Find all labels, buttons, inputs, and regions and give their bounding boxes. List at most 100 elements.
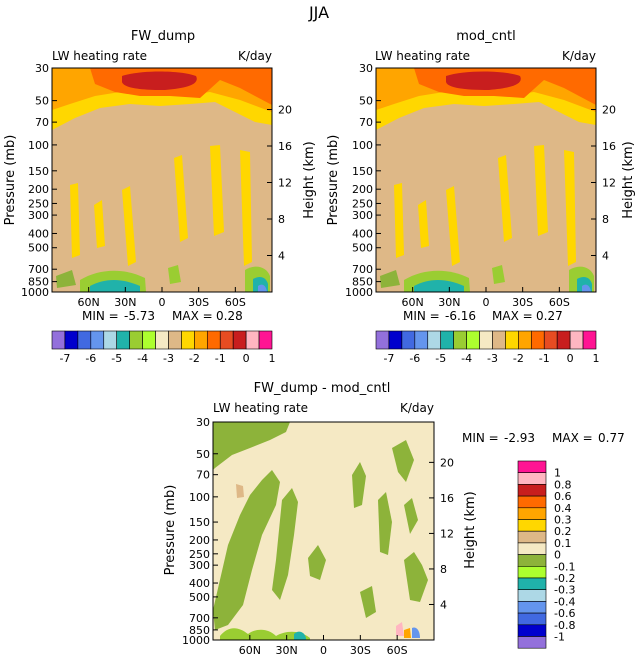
latitude-tick-label: 0	[159, 296, 166, 309]
pressure-tick-label: 300	[352, 209, 373, 222]
contour-fill-yellow-blob	[70, 183, 80, 258]
pressure-tick-label: 500	[28, 242, 49, 255]
colorbar: 10.80.60.40.30.20.10-0.1-0.2-0.3-0.4-0.6…	[517, 460, 575, 649]
min-label: MIN =	[82, 309, 119, 323]
stats: MIN = -5.73 MAX = 0.28	[82, 309, 243, 323]
latitude-tick-label: 30S	[188, 296, 209, 309]
contour-fill-green	[404, 552, 428, 602]
contour-fill-blue	[582, 284, 591, 292]
contour-fill-cyan	[414, 280, 464, 292]
colorbar-swatch	[116, 330, 130, 350]
colorbar-swatch	[168, 330, 182, 350]
contour-fill-bottom-blue	[412, 627, 420, 638]
colorbar-label: -1	[215, 352, 226, 365]
pressure-tick-label: 70	[35, 116, 49, 129]
pressure-tick-label: 150	[28, 165, 49, 178]
contour-fill-bottom-pink	[396, 622, 404, 636]
pressure-tick-label: 700	[189, 612, 210, 625]
colorbar-swatch	[479, 330, 493, 350]
colorbar-label: -0.1	[554, 560, 575, 573]
contour-fill-green	[213, 422, 290, 470]
pressure-tick-label: 50	[359, 95, 373, 108]
colorbar-swatch	[517, 601, 547, 614]
height-axis: 4 8 12 16 20	[429, 456, 454, 611]
pressure-tick-label: 200	[352, 183, 373, 196]
panel-difference: FW_dump - mod_cntl LW heating rate K/day…	[163, 381, 625, 657]
height-tick-label: 12	[602, 176, 616, 189]
contour-fill-crimson	[122, 71, 197, 90]
height-tick-label: 4	[440, 598, 447, 611]
right-axis-label: Height (km)	[302, 141, 317, 218]
pressure-tick-label: 50	[35, 95, 49, 108]
colorbar-label: 0.6	[554, 490, 572, 503]
colorbar-swatch	[129, 330, 143, 350]
min-value: -6.16	[445, 309, 476, 323]
panel-title: FW_dump	[131, 29, 195, 44]
pressure-tick-label: 400	[352, 227, 373, 240]
latitude-tick-label: 0	[320, 644, 327, 657]
latitude-tick-label: 60S	[225, 296, 246, 309]
colorbar-label: 0.1	[554, 537, 572, 550]
colorbar-swatch	[142, 330, 156, 350]
latitude-axis: 60N 30N 0 30S 60S	[239, 635, 408, 657]
contour-fill-yellow-blob	[210, 145, 224, 236]
min-value: -5.73	[124, 309, 155, 323]
contour-fill-yellow-blob	[94, 200, 105, 248]
pressure-tick-label: 150	[189, 516, 210, 529]
contour-fill-tan	[236, 484, 244, 498]
colorbar-label: -6	[409, 352, 420, 365]
contour-field	[213, 422, 434, 640]
contour-fill-blue	[258, 284, 267, 292]
colorbar-swatch	[517, 624, 547, 637]
height-tick-label: 20	[440, 456, 454, 469]
height-tick-label: 8	[602, 213, 609, 226]
contour-fill-green	[404, 498, 418, 534]
colorbar-swatch	[517, 519, 547, 532]
colorbar-label: -0.6	[554, 607, 575, 620]
contour-fill-green	[213, 470, 280, 630]
colorbar-swatch	[517, 484, 547, 497]
pressure-tick-label: 700	[28, 263, 49, 276]
pressure-tick-label: 100	[352, 139, 373, 152]
colorbar-label: -4	[137, 352, 148, 365]
min-value: -2.93	[504, 431, 535, 445]
subtitle-left: LW heating rate	[213, 401, 308, 415]
colorbar-swatch	[517, 612, 547, 626]
colorbar-label: -0.8	[554, 619, 575, 632]
colorbar-swatch	[206, 330, 221, 350]
latitude-tick-label: 30S	[350, 644, 371, 657]
latitude-tick-label: 30N	[114, 296, 136, 309]
contour-fill-yellow-blob	[122, 186, 136, 266]
colorbar-label: -5	[435, 352, 446, 365]
colorbar-swatch	[517, 460, 547, 473]
subtitle-right: K/day	[562, 49, 596, 63]
contour-fill-yellow-blob	[418, 200, 429, 248]
contour-fill-green	[168, 265, 181, 284]
colorbar-swatch	[543, 330, 558, 350]
colorbar-label: -0.4	[554, 595, 575, 608]
contour-fill-green	[352, 462, 366, 508]
colorbar-swatch	[492, 330, 506, 350]
latitude-tick-label: 60S	[549, 296, 570, 309]
colorbar-swatch	[103, 330, 118, 350]
pressure-tick-label: 100	[189, 491, 210, 504]
contour-fill-yellow-blob	[240, 150, 252, 266]
max-value: 0.77	[598, 431, 625, 445]
colorbar-swatch	[155, 330, 169, 350]
colorbar-swatch	[517, 565, 547, 579]
colorbar-label: 1	[593, 352, 600, 365]
pressure-tick-label: 30	[359, 62, 373, 75]
height-tick-label: 8	[440, 563, 447, 576]
colorbar-swatch	[517, 554, 547, 567]
colorbar-label: -5	[111, 352, 122, 365]
contour-fill-green	[380, 270, 400, 288]
latitude-axis: 60N 30N 0 30S 60S	[402, 287, 570, 309]
colorbar-swatch	[556, 330, 571, 350]
colorbar-swatch	[517, 507, 547, 520]
pressure-tick-label: 1000	[182, 634, 210, 647]
panel-title: mod_cntl	[456, 29, 515, 44]
colorbar-swatch	[517, 495, 547, 509]
